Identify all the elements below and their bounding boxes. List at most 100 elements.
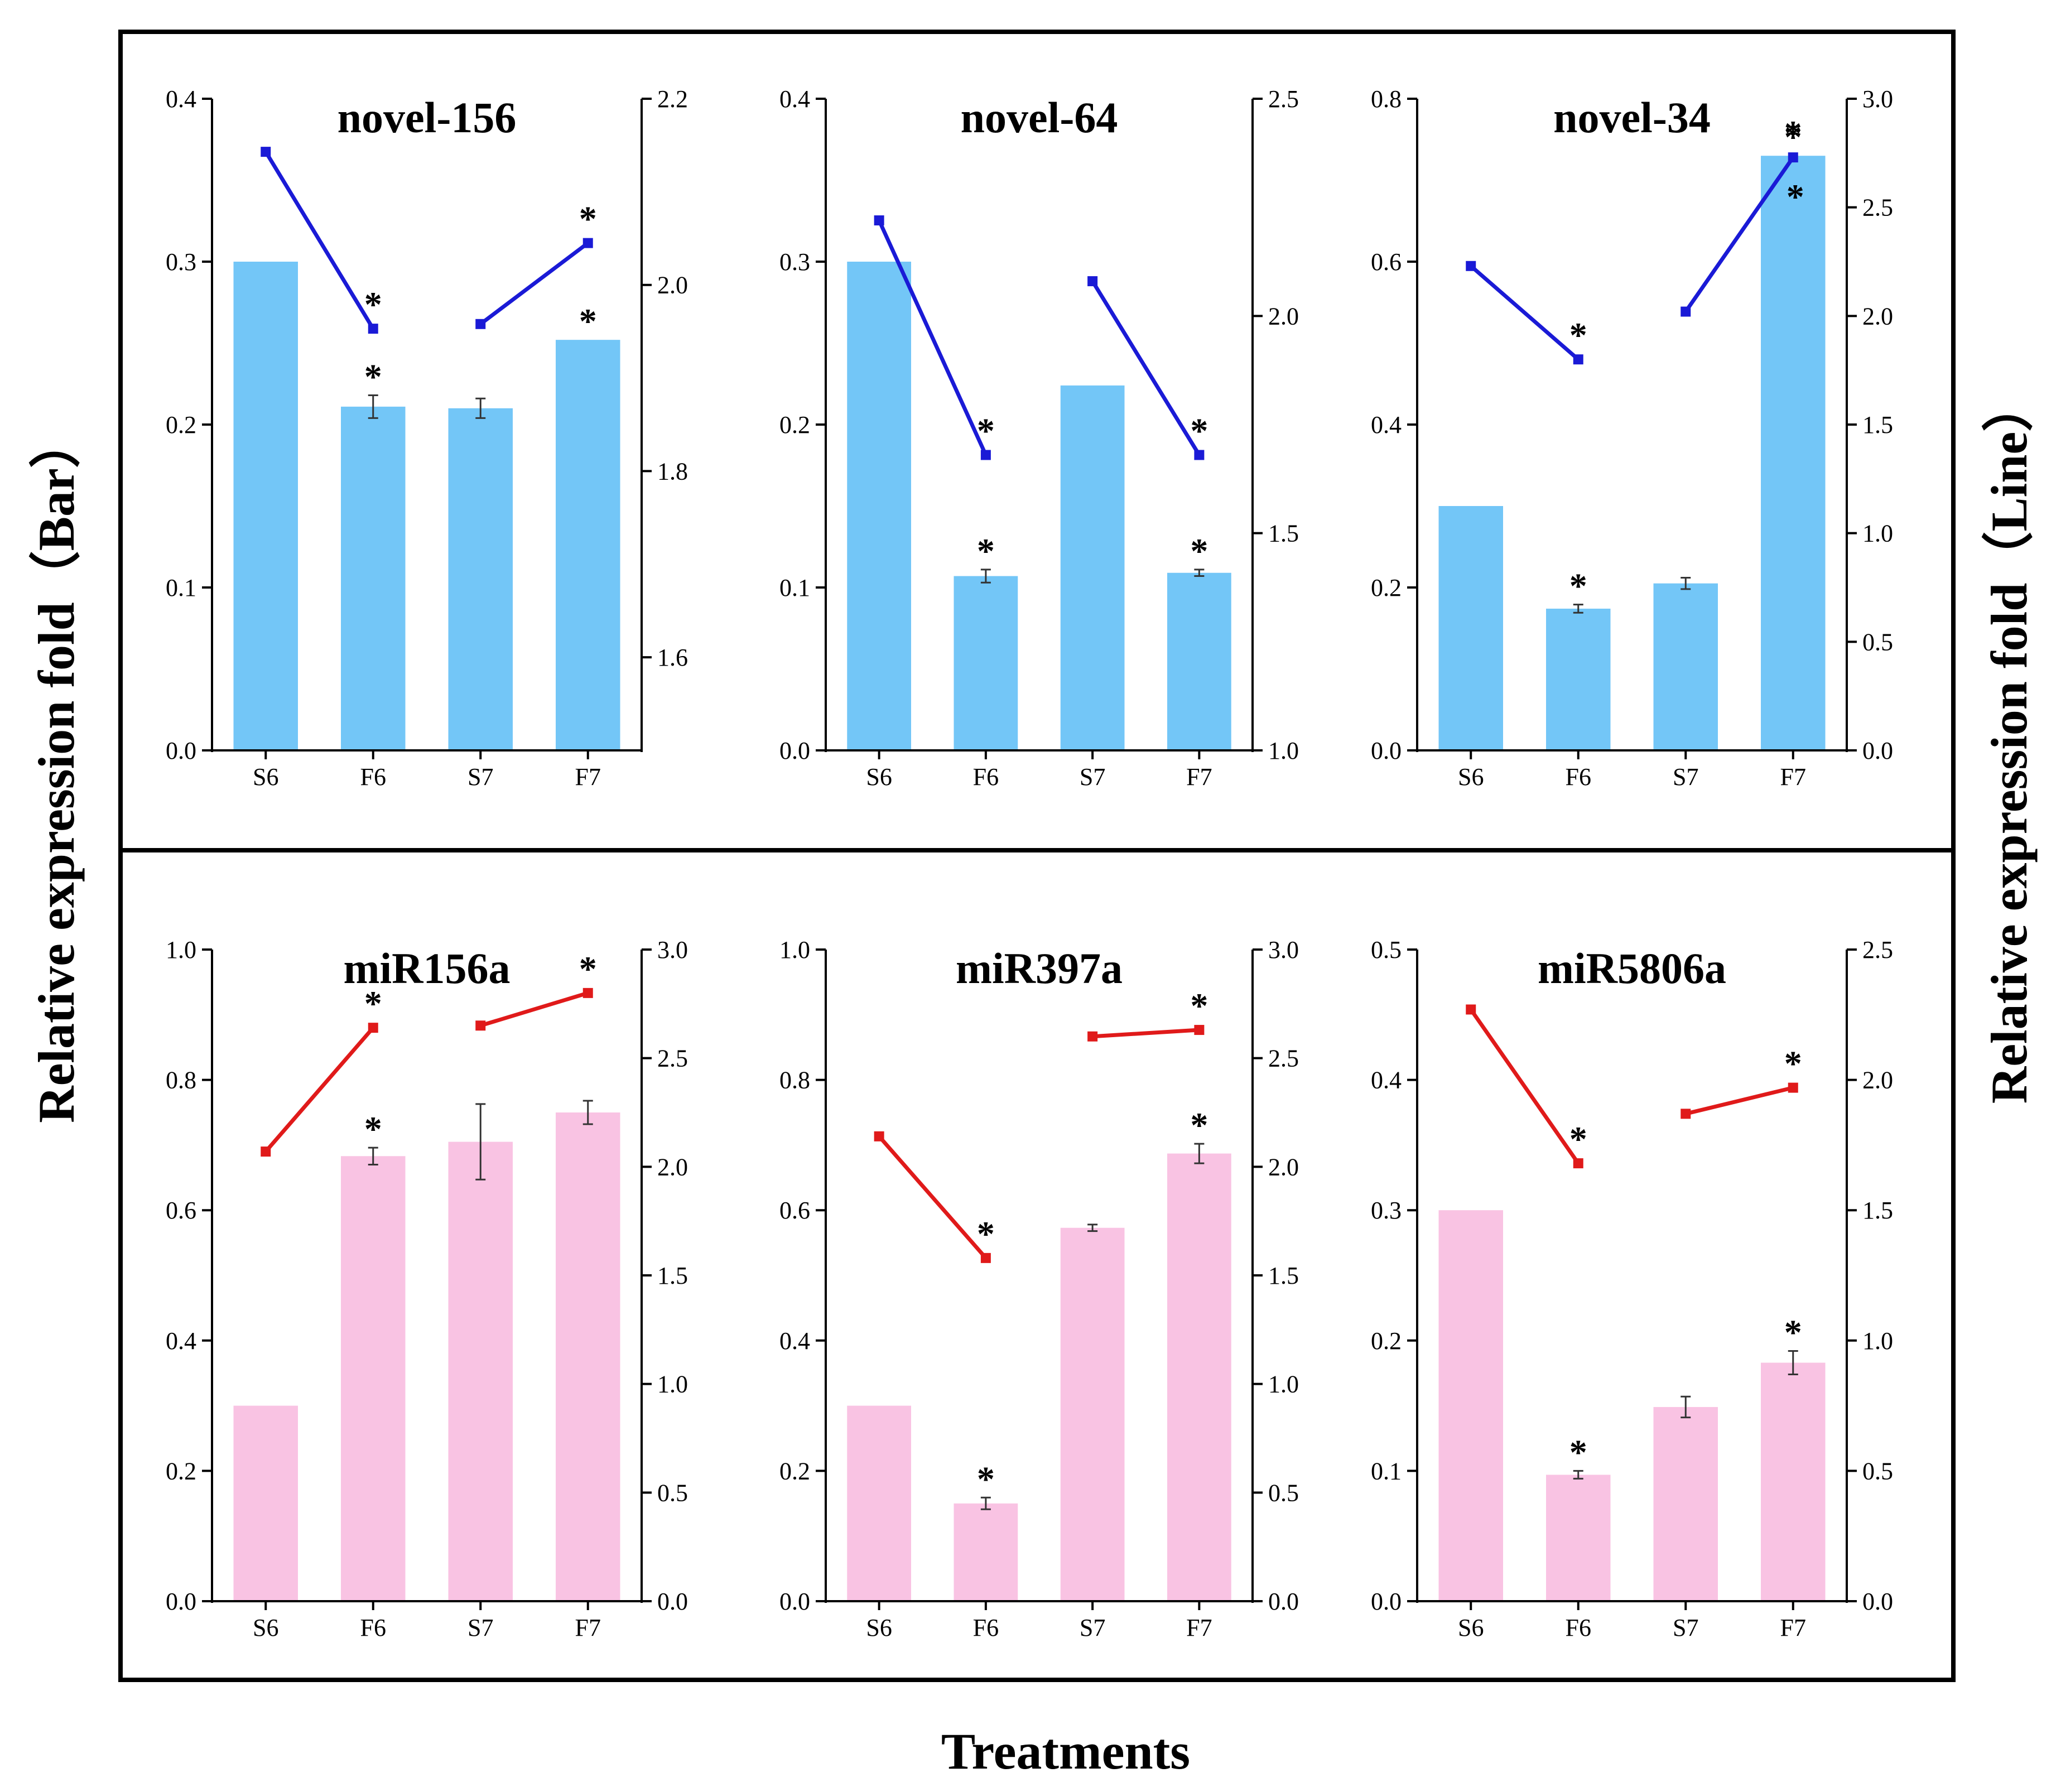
right-tick-label: 0.5 bbox=[1862, 628, 1893, 656]
bar-significance-star: * bbox=[1569, 1432, 1587, 1472]
left-tick-label: 0.0 bbox=[166, 1588, 196, 1615]
line-segment bbox=[1091, 280, 1201, 456]
line-point-F7 bbox=[1788, 152, 1798, 163]
right-tick-label: 1.0 bbox=[1862, 1327, 1893, 1355]
x-tick-label: S6 bbox=[253, 1614, 278, 1641]
right-tick-label: 3.0 bbox=[657, 936, 688, 964]
bar-significance-star: * bbox=[1190, 1105, 1208, 1145]
x-tick-label: F6 bbox=[1566, 1614, 1591, 1641]
line-point-F7 bbox=[582, 238, 593, 248]
bar-significance-star: * bbox=[579, 301, 597, 341]
bar-significance-star: * bbox=[977, 531, 995, 571]
bar-significance-star: * bbox=[364, 357, 382, 396]
bar-F7 bbox=[1167, 1153, 1231, 1601]
left-tick-label: 0.2 bbox=[166, 411, 196, 439]
bar-F6 bbox=[341, 1156, 406, 1601]
right-tick-label: 2.0 bbox=[1268, 302, 1299, 330]
panel-miR397a: * * * * 0.0 0.2 0.4 0.6 0.8 1.0 0.0 0.5 1.0 1.5 2.0 2.5… bbox=[779, 936, 1299, 1641]
bar-S7 bbox=[1653, 583, 1718, 750]
x-tick-label: F6 bbox=[973, 763, 999, 791]
right-tick-label: 0.5 bbox=[657, 1479, 688, 1506]
bar-F7 bbox=[1761, 1362, 1826, 1601]
panel-title: novel-34 bbox=[1553, 93, 1711, 142]
line-significance-star: * bbox=[977, 411, 995, 451]
x-tick-label: F6 bbox=[360, 1614, 386, 1641]
right-tick-label: 2.2 bbox=[657, 85, 688, 113]
right-tick-label: 1.8 bbox=[657, 457, 688, 485]
line-segment bbox=[1092, 1028, 1200, 1039]
left-tick-label: 0.0 bbox=[1371, 737, 1402, 764]
line-point-S6 bbox=[1466, 261, 1476, 271]
left-tick-label: 0.0 bbox=[1371, 1588, 1402, 1615]
bar-S7 bbox=[1060, 1227, 1125, 1601]
line-point-S6 bbox=[1466, 1004, 1476, 1015]
x-tick-label: S6 bbox=[866, 763, 892, 791]
bar-F7 bbox=[556, 1112, 620, 1601]
right-tick-label: 2.5 bbox=[1862, 194, 1893, 221]
line-point-S6 bbox=[261, 1147, 271, 1157]
left-tick-label: 0.6 bbox=[1371, 248, 1402, 276]
line-significance-star: * bbox=[1784, 113, 1802, 153]
x-tick-label: F7 bbox=[1186, 1614, 1212, 1641]
line-point-S6 bbox=[261, 147, 271, 157]
bar-significance-star: * bbox=[1190, 531, 1208, 571]
left-tick-label: 0.8 bbox=[779, 1067, 810, 1094]
line-point-F7 bbox=[1788, 1082, 1798, 1093]
right-tick-label: 2.0 bbox=[1268, 1153, 1299, 1181]
bar-S6 bbox=[233, 1405, 298, 1601]
right-tick-label: 1.5 bbox=[1862, 1197, 1893, 1224]
line-significance-star: * bbox=[977, 1214, 995, 1254]
x-tick-label: F6 bbox=[360, 763, 386, 791]
right-tick-label: 3.0 bbox=[1268, 936, 1299, 964]
left-tick-label: 0.4 bbox=[166, 85, 196, 113]
panel-miR156a: * * * 0.0 0.2 0.4 0.6 0.8 1.0 0.0 0.5 1.0 1.5 2.0 2.5 3… bbox=[166, 936, 688, 1641]
bar-significance-star: * bbox=[1784, 1312, 1802, 1352]
line-segment bbox=[264, 151, 375, 330]
x-tick-label: S7 bbox=[468, 1614, 493, 1641]
x-tick-label: F7 bbox=[1780, 1614, 1806, 1641]
line-significance-star: * bbox=[364, 984, 382, 1023]
line-point-S6 bbox=[874, 1131, 884, 1141]
x-tick-label: S6 bbox=[1458, 763, 1484, 791]
left-tick-label: 0.2 bbox=[779, 411, 810, 439]
x-tick-label: S7 bbox=[1673, 1614, 1698, 1641]
right-tick-label: 2.0 bbox=[657, 272, 688, 299]
bar-F6 bbox=[954, 1503, 1018, 1601]
left-tick-label: 0.2 bbox=[1371, 1327, 1402, 1355]
line-point-S7 bbox=[475, 319, 486, 329]
x-tick-label: S7 bbox=[1080, 763, 1105, 791]
line-point-F6 bbox=[980, 1253, 991, 1263]
left-tick-label: 0.2 bbox=[1371, 574, 1402, 601]
line-segment bbox=[877, 1135, 988, 1260]
line-segment bbox=[1685, 1086, 1794, 1116]
right-tick-label: 0.5 bbox=[1268, 1479, 1299, 1506]
right-axis-label: Relative expression fold（Line） bbox=[1981, 380, 2038, 1104]
bar-significance-star: * bbox=[1569, 566, 1587, 606]
line-point-S7 bbox=[1087, 1031, 1098, 1042]
left-tick-label: 0.1 bbox=[166, 574, 196, 601]
left-tick-label: 0.4 bbox=[166, 1327, 196, 1355]
line-significance-star: * bbox=[1787, 177, 1804, 216]
right-tick-label: 1.0 bbox=[1268, 737, 1299, 764]
left-tick-label: 0.4 bbox=[1371, 411, 1402, 439]
right-tick-label: 3.0 bbox=[1862, 85, 1893, 113]
right-tick-label: 2.5 bbox=[1862, 936, 1893, 964]
x-axis-label: Treatments bbox=[941, 1723, 1190, 1780]
right-tick-label: 1.6 bbox=[657, 644, 688, 671]
line-significance-star: * bbox=[364, 285, 382, 324]
right-tick-label: 1.5 bbox=[1268, 1262, 1299, 1289]
right-tick-label: 1.5 bbox=[657, 1262, 688, 1289]
panel-miR5806a: * * * * 0.0 0.1 0.2 0.3 0.4 0.5 0.0 0.5 1.0 1.5 2.0 2.5… bbox=[1371, 936, 1893, 1641]
right-tick-label: 1.5 bbox=[1862, 411, 1893, 439]
x-tick-label: S7 bbox=[1673, 763, 1698, 791]
line-significance-star: * bbox=[579, 199, 597, 239]
line-segment bbox=[264, 1026, 375, 1153]
bar-S6 bbox=[233, 262, 298, 750]
bar-S7 bbox=[1653, 1406, 1718, 1601]
left-tick-label: 0.0 bbox=[779, 737, 810, 764]
panel-novel-34: *****0.00.20.40.60.80.00.51.01.52.02.53.… bbox=[1371, 85, 1893, 791]
line-point-S7 bbox=[1681, 306, 1691, 317]
line-point-S7 bbox=[1681, 1109, 1691, 1119]
line-point-F7 bbox=[1194, 1025, 1205, 1035]
